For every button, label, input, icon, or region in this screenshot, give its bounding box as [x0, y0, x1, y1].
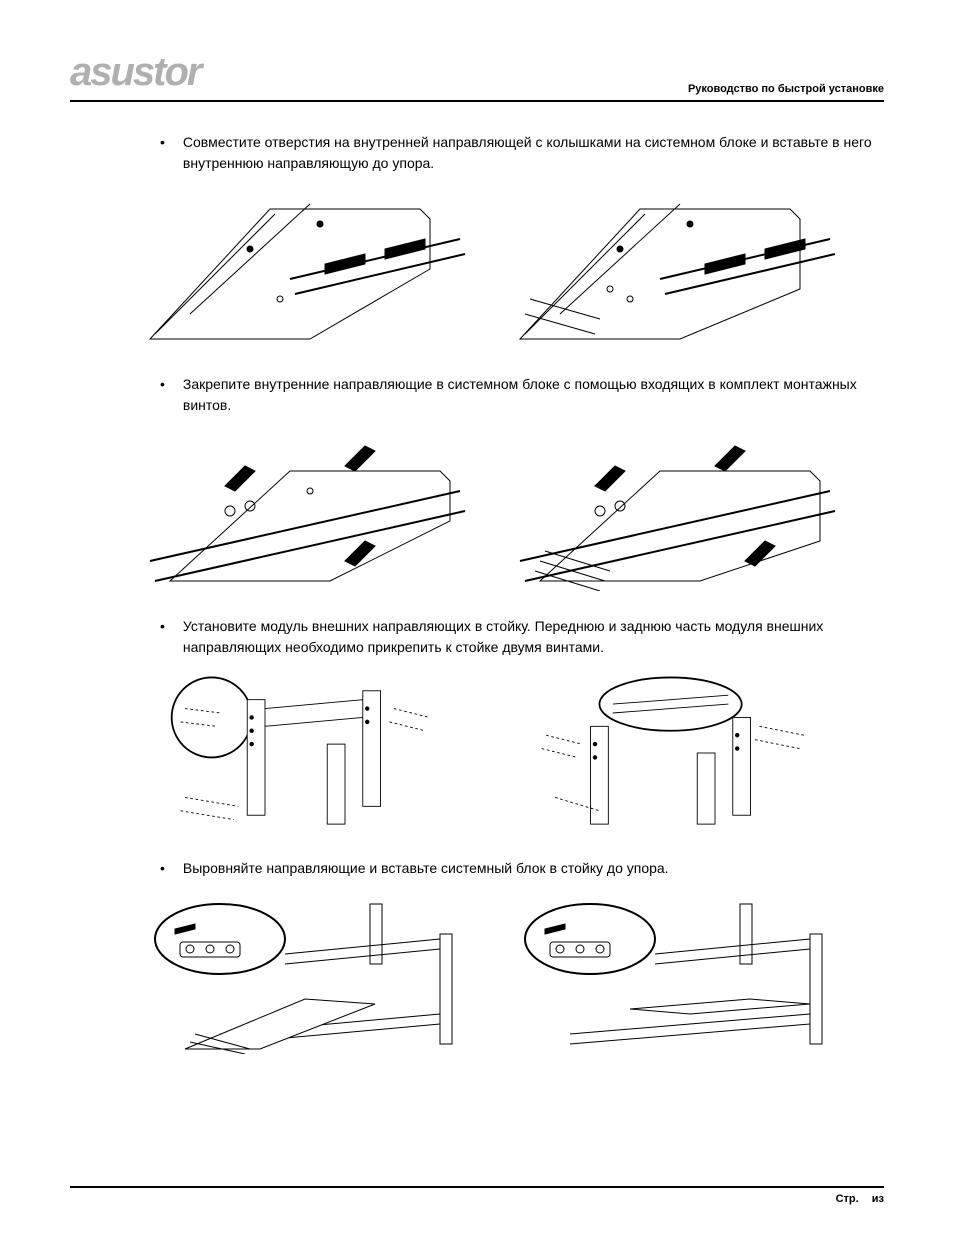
diagram-4b: [510, 894, 840, 1054]
diagram-row-2: [140, 431, 884, 591]
page-footer: Стр. из: [70, 1186, 884, 1205]
bullet-icon: •: [160, 134, 165, 174]
page-header: asustor Руководство по быстрой установке: [70, 50, 884, 102]
diagram-1a: [140, 189, 470, 349]
diagram-row-1: [140, 189, 884, 349]
diagram-2b: [510, 431, 840, 591]
diagram-1b: [510, 189, 840, 349]
diagram-3a: [140, 673, 470, 833]
diagram-4a: [140, 894, 470, 1054]
diagram-2a: [140, 431, 470, 591]
diagram-3b: [510, 673, 840, 833]
page-of-label: из: [872, 1193, 884, 1205]
instruction-2: • Закрепите внутренние направляющие в си…: [160, 374, 884, 416]
diagram-row-4: [140, 894, 884, 1054]
instruction-3: • Установите модуль внешних направляющих…: [160, 616, 884, 658]
instruction-text-1: Совместите отверстия на внутренней напра…: [183, 132, 884, 174]
page-label: Стр.: [836, 1193, 859, 1205]
bullet-icon: •: [160, 860, 165, 879]
instruction-text-2: Закрепите внутренние направляющие в сист…: [183, 374, 884, 416]
content-area: • Совместите отверстия на внутренней нап…: [70, 132, 884, 1054]
header-subtitle: Руководство по быстрой установке: [688, 83, 884, 95]
bullet-icon: •: [160, 618, 165, 658]
diagram-row-3: [140, 673, 884, 833]
instruction-text-4: Выровняйте направляющие и вставьте систе…: [183, 858, 884, 879]
page-container: asustor Руководство по быстрой установке…: [0, 0, 954, 1235]
instruction-4: • Выровняйте направляющие и вставьте сис…: [160, 858, 884, 879]
brand-logo: asustor: [70, 50, 201, 95]
bullet-icon: •: [160, 376, 165, 416]
instruction-1: • Совместите отверстия на внутренней нап…: [160, 132, 884, 174]
instruction-text-3: Установите модуль внешних направляющих в…: [183, 616, 884, 658]
